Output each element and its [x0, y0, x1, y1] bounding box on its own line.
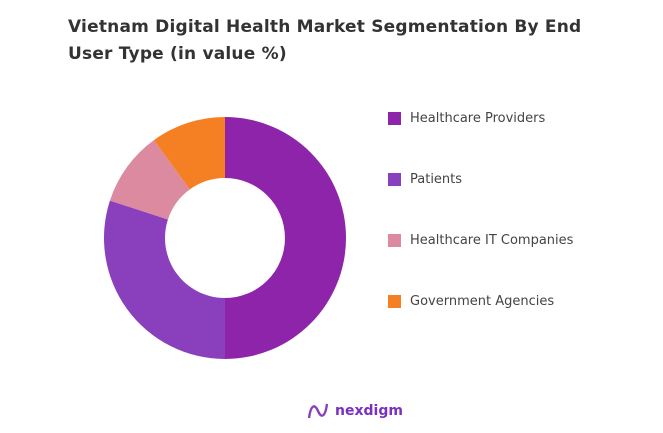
legend-item: Patients [388, 169, 573, 189]
legend-label: Healthcare IT Companies [410, 232, 574, 248]
brand-name: nexdigm [335, 403, 403, 419]
chart-title: Vietnam Digital Health Market Segmentati… [68, 17, 582, 64]
legend-label: Healthcare Providers [410, 110, 546, 126]
legend-item: Healthcare Providers [388, 108, 573, 128]
nexdigm-logo-icon [307, 403, 329, 419]
legend-swatch [388, 111, 401, 125]
legend-swatch [388, 172, 401, 186]
legend: Healthcare Providers Patients Healthcare I… [388, 108, 573, 352]
legend-label: Patients [410, 171, 463, 187]
legend-swatch [388, 233, 401, 247]
nexdigm-logo: nexdigm [307, 402, 403, 420]
legend-swatch [388, 294, 401, 308]
slice-government-agencies [153, 117, 225, 190]
slice-healthcare-providers [225, 117, 346, 359]
legend-item: Healthcare IT Companies [388, 230, 573, 250]
legend-item: Government Agencies [388, 291, 573, 311]
slice-patients [103, 200, 225, 359]
legend-label: Government Agencies [410, 293, 555, 309]
slice-healthcare-it-companies [109, 140, 190, 220]
